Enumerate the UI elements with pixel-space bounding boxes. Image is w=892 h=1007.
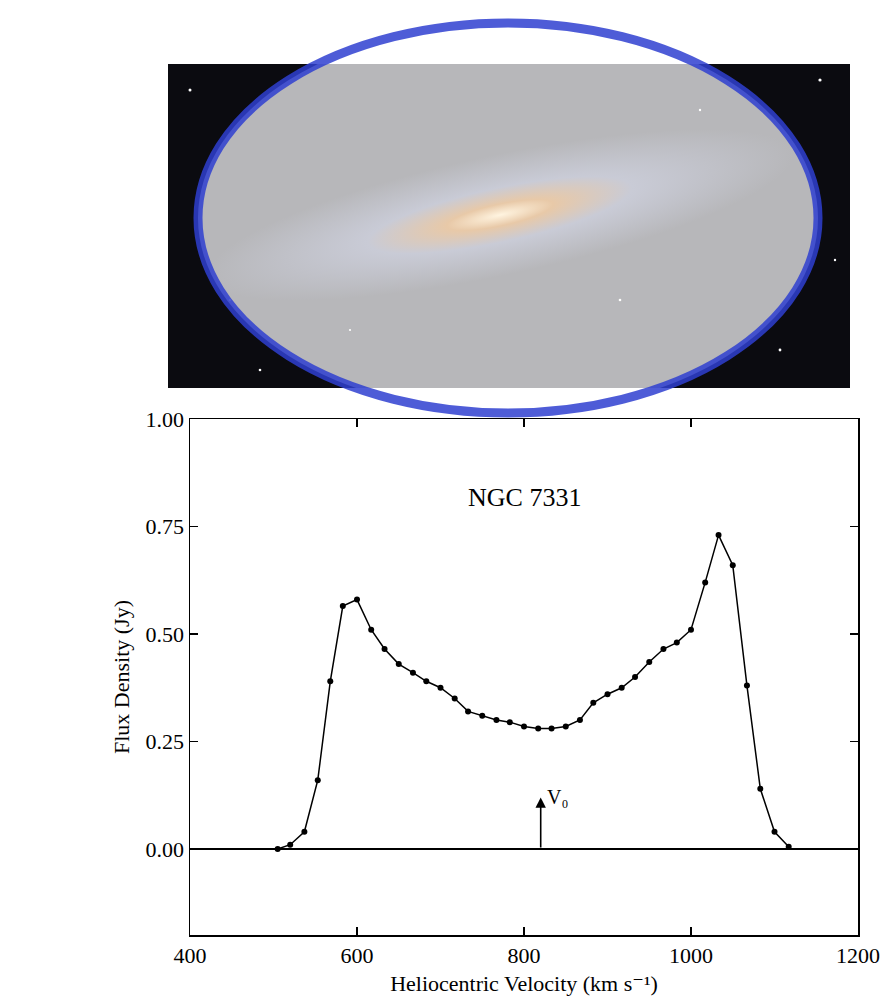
- svg-text:0.50: 0.50: [146, 622, 185, 647]
- svg-text:1200: 1200: [836, 943, 880, 968]
- svg-text:1.00: 1.00: [146, 407, 185, 432]
- svg-text:0.25: 0.25: [146, 729, 185, 754]
- svg-text:Flux Density (Jy): Flux Density (Jy): [109, 600, 134, 754]
- svg-text:NGC 7331: NGC 7331: [468, 483, 581, 512]
- svg-text:0.75: 0.75: [146, 514, 185, 539]
- svg-text:1000: 1000: [669, 943, 713, 968]
- svg-text:600: 600: [341, 943, 374, 968]
- svg-text:800: 800: [508, 943, 541, 968]
- svg-text:400: 400: [174, 943, 207, 968]
- svg-text:V₀: V₀: [547, 786, 568, 808]
- svg-text:0.00: 0.00: [146, 837, 185, 862]
- svg-text:Heliocentric Velocity (km s⁻¹): Heliocentric Velocity (km s⁻¹): [390, 971, 658, 996]
